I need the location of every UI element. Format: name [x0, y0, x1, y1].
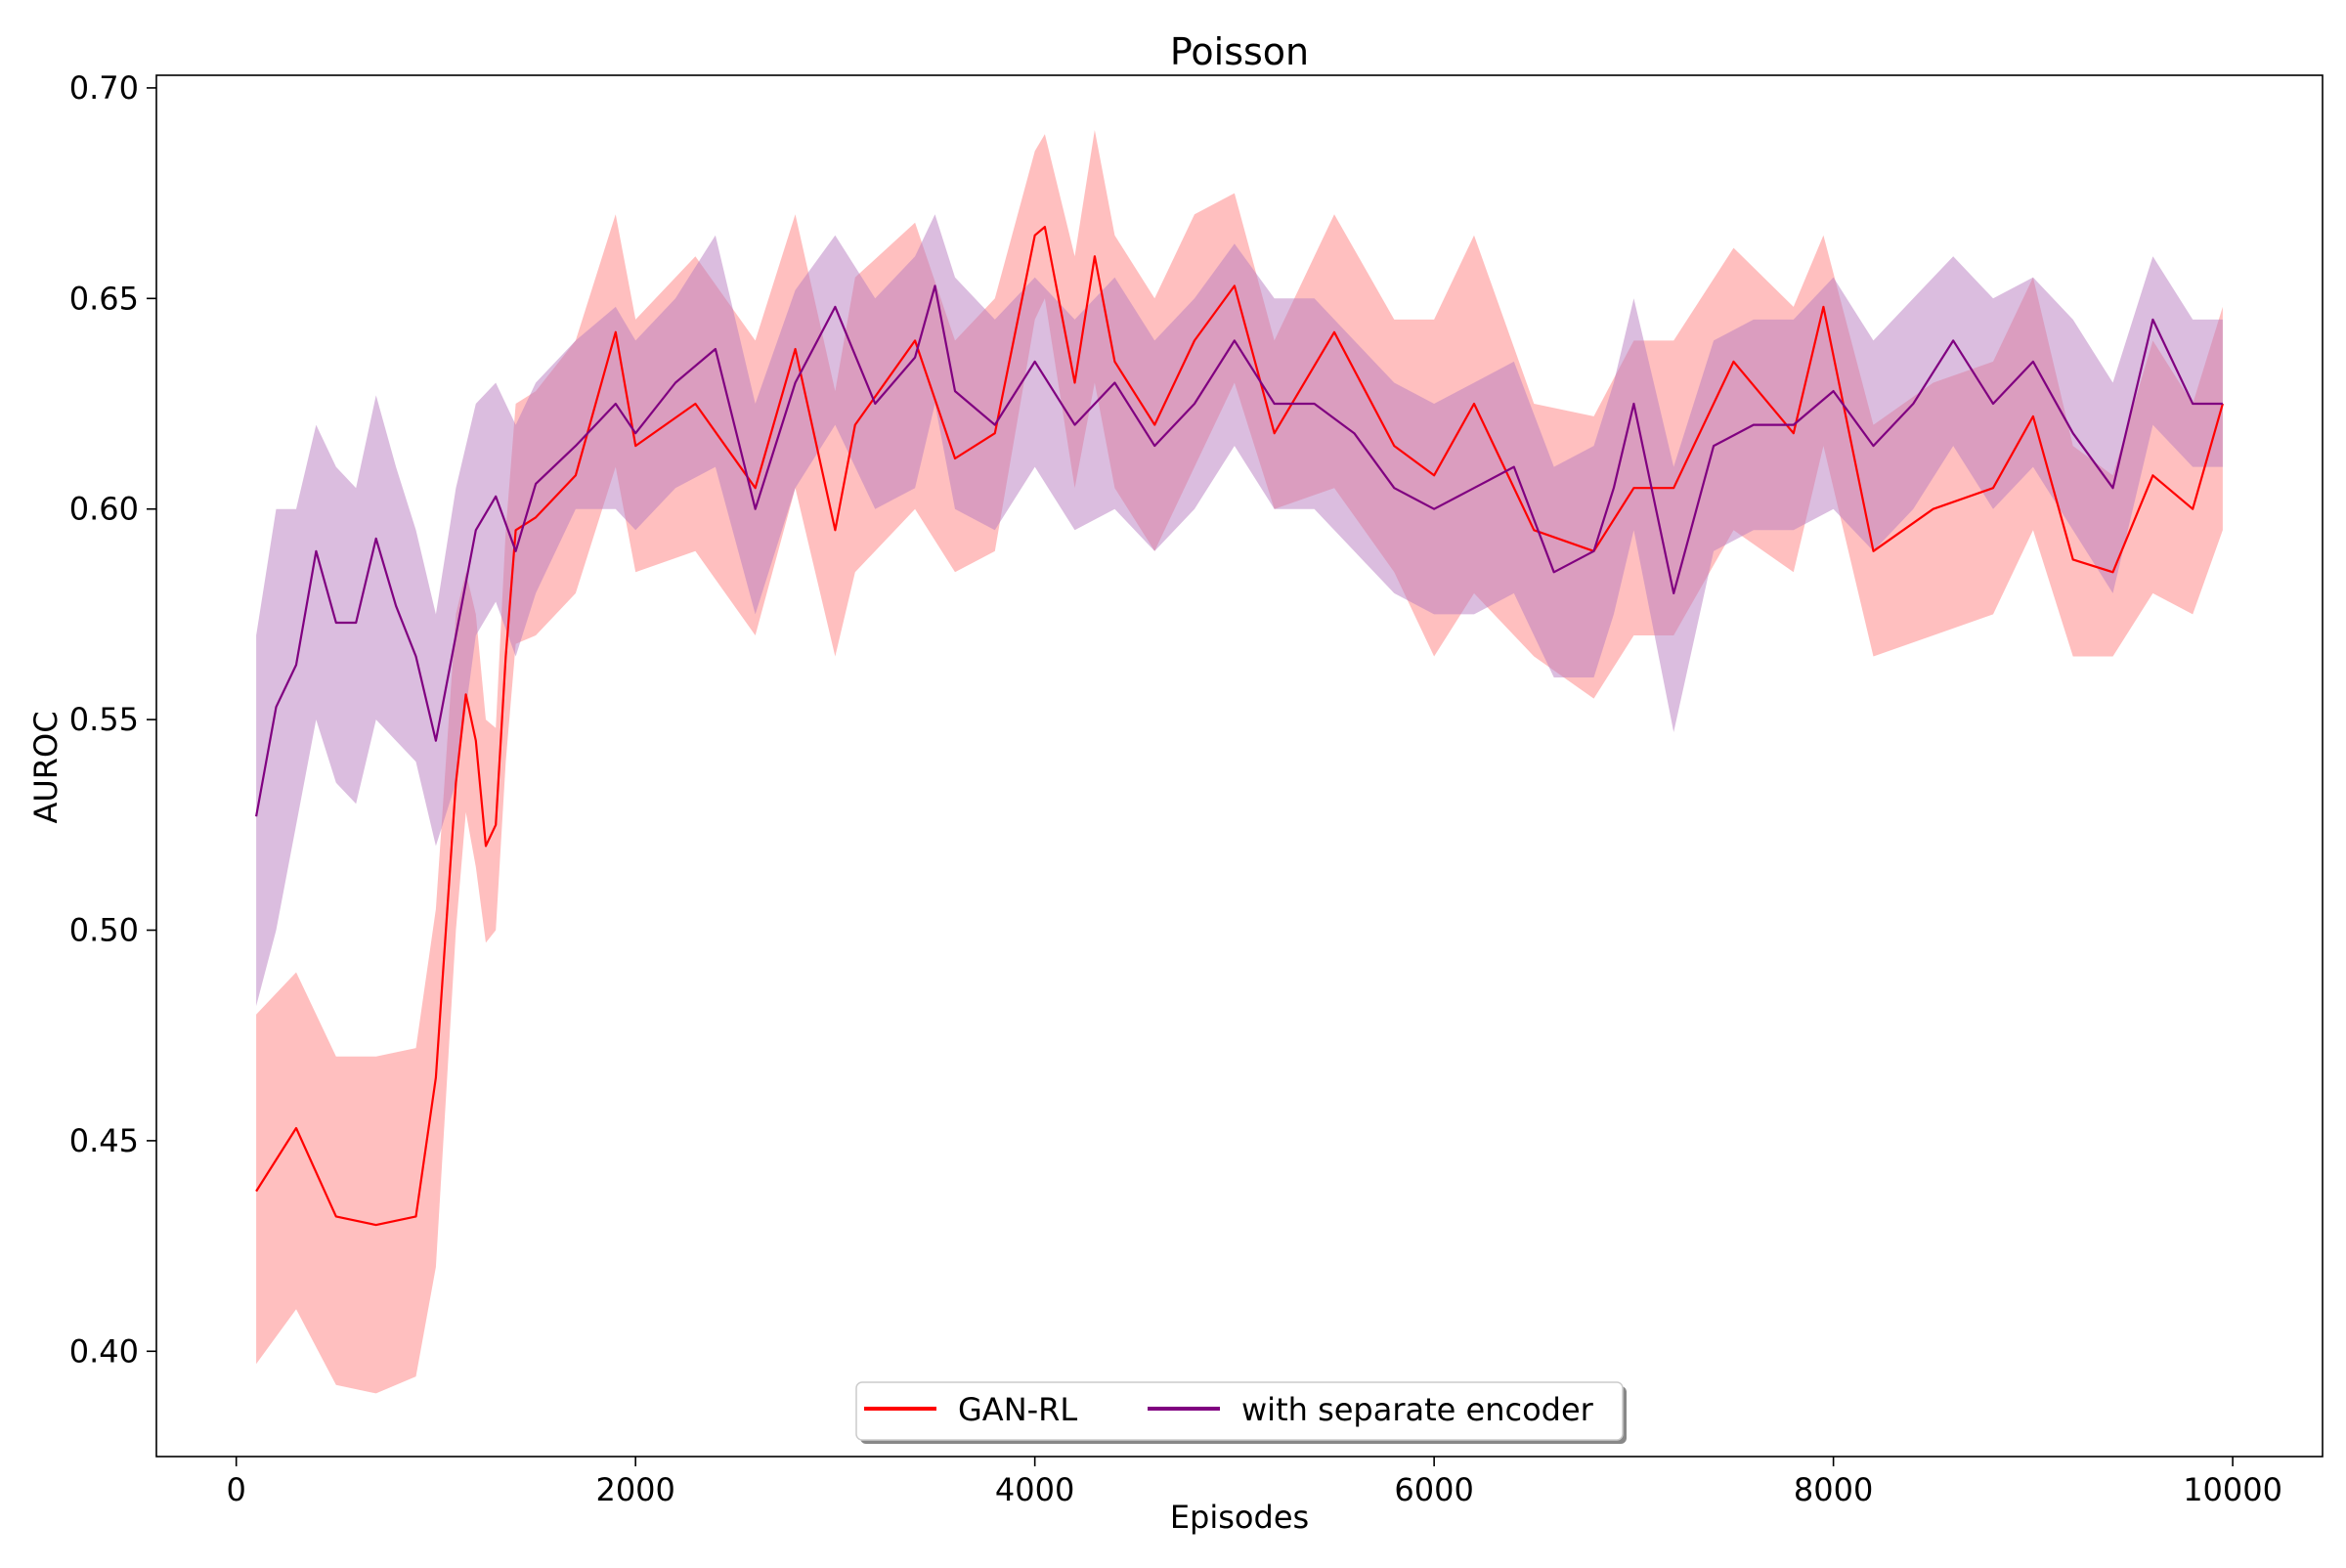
- legend-label-gan-rl: GAN-RL: [958, 1391, 1077, 1428]
- line-gan-rl: [255, 226, 2224, 1227]
- y-tick-label: 0.45: [69, 1122, 139, 1159]
- x-axis-ticks: 0 2000 4000 6000 8000 10000: [227, 1457, 2282, 1508]
- legend-label-separate-encoder: with separate encoder: [1241, 1391, 1594, 1428]
- band-with-separate-encoder: [256, 214, 2223, 1007]
- x-tick-label: 8000: [1794, 1471, 1873, 1508]
- x-tick-label: 0: [227, 1471, 246, 1508]
- chart-title: Poisson: [1170, 30, 1309, 73]
- x-tick-label: 10000: [2183, 1471, 2282, 1508]
- y-tick-label: 0.65: [69, 280, 139, 317]
- x-tick-label: 2000: [595, 1471, 674, 1508]
- plot-frame: [155, 74, 2324, 1458]
- y-axis-label: AUROC: [27, 711, 65, 823]
- series-lines: [255, 226, 2224, 1227]
- x-tick-label: 4000: [995, 1471, 1074, 1508]
- y-tick-label: 0.40: [69, 1332, 139, 1370]
- y-tick-label: 0.55: [69, 701, 139, 738]
- x-tick-label: 6000: [1394, 1471, 1473, 1508]
- line-with-separate-encoder: [255, 284, 2223, 817]
- confidence-bands: [256, 130, 2223, 1394]
- y-tick-label: 0.70: [69, 69, 139, 107]
- x-axis-label: Episodes: [1170, 1499, 1309, 1536]
- legend: GAN-RL with separate encoder: [855, 1381, 1627, 1444]
- y-tick-label: 0.50: [69, 912, 139, 949]
- y-tick-label: 0.60: [69, 491, 139, 528]
- legend-box: [855, 1381, 1624, 1441]
- y-axis-ticks: 0.40 0.45 0.50 0.55 0.60 0.65 0.70: [69, 69, 156, 1370]
